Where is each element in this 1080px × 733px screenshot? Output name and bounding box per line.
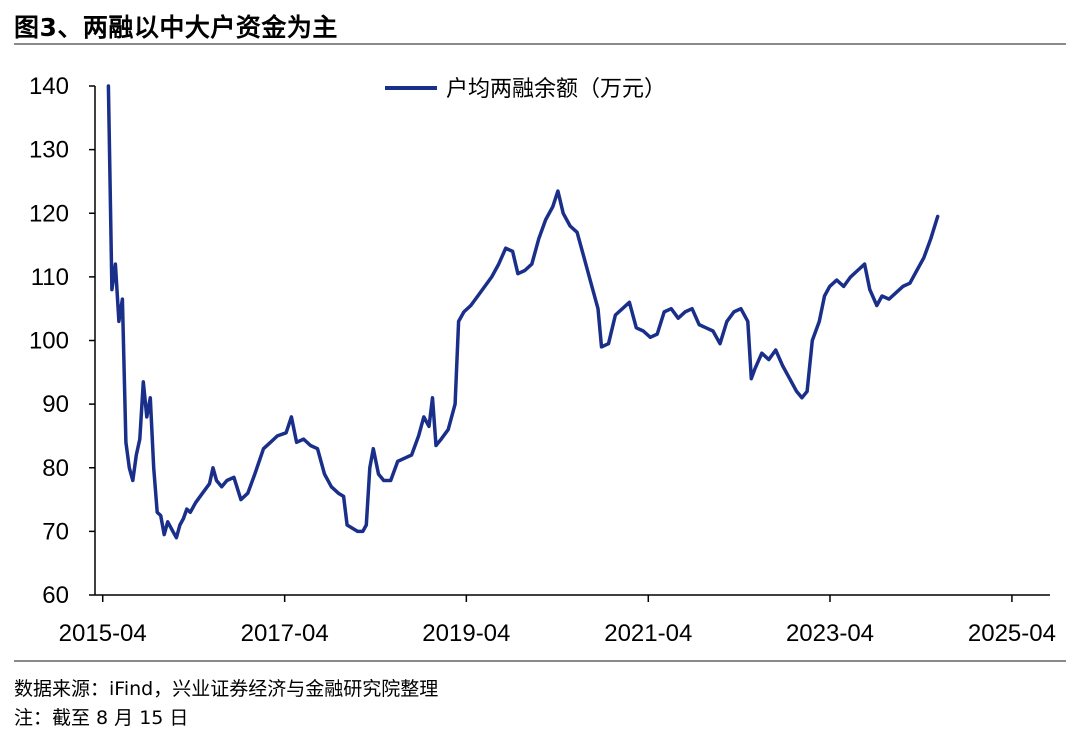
x-tick-label: 2019-04 [422, 620, 510, 647]
footer-rule [14, 660, 1066, 662]
legend: 户均两融余额（万元） [385, 77, 666, 102]
y-tick-label: 70 [42, 518, 69, 545]
y-tick-label: 110 [31, 264, 69, 291]
x-tick-label: 2025-04 [968, 620, 1056, 647]
series-group [106, 84, 940, 540]
x-tick-label: 2017-04 [241, 620, 329, 647]
y-tick-label: 90 [42, 391, 69, 418]
y-tick-label: 100 [29, 328, 69, 355]
date-note: 注：截至 8 月 15 日 [14, 707, 189, 729]
x-tick-label: 2023-04 [786, 620, 874, 647]
y-tick-label: 140 [29, 73, 69, 100]
y-axis-ticks: 60 70 80 90 100 110 120 130 140 [29, 73, 95, 609]
x-tick-label: 2015-04 [59, 620, 147, 647]
legend-label: 户均两融余额（万元） [446, 77, 666, 102]
x-tick-label: 2021-04 [604, 620, 692, 647]
y-tick-label: 120 [29, 200, 69, 227]
y-tick-label: 80 [42, 455, 69, 482]
y-tick-label: 130 [29, 137, 69, 164]
series-line-0 [106, 84, 940, 540]
axes [94, 86, 1050, 596]
y-tick-label: 60 [42, 582, 69, 609]
title-rule [14, 43, 1066, 45]
x-axis-ticks: 2015-04 2017-04 2019-04 2021-04 2023-04 2025-… [59, 595, 1056, 647]
source-note: 数据来源：iFind，兴业证券经济与金融研究院整理 [14, 678, 439, 700]
figure-title: 图3、两融以中大户资金为主 [14, 13, 338, 42]
